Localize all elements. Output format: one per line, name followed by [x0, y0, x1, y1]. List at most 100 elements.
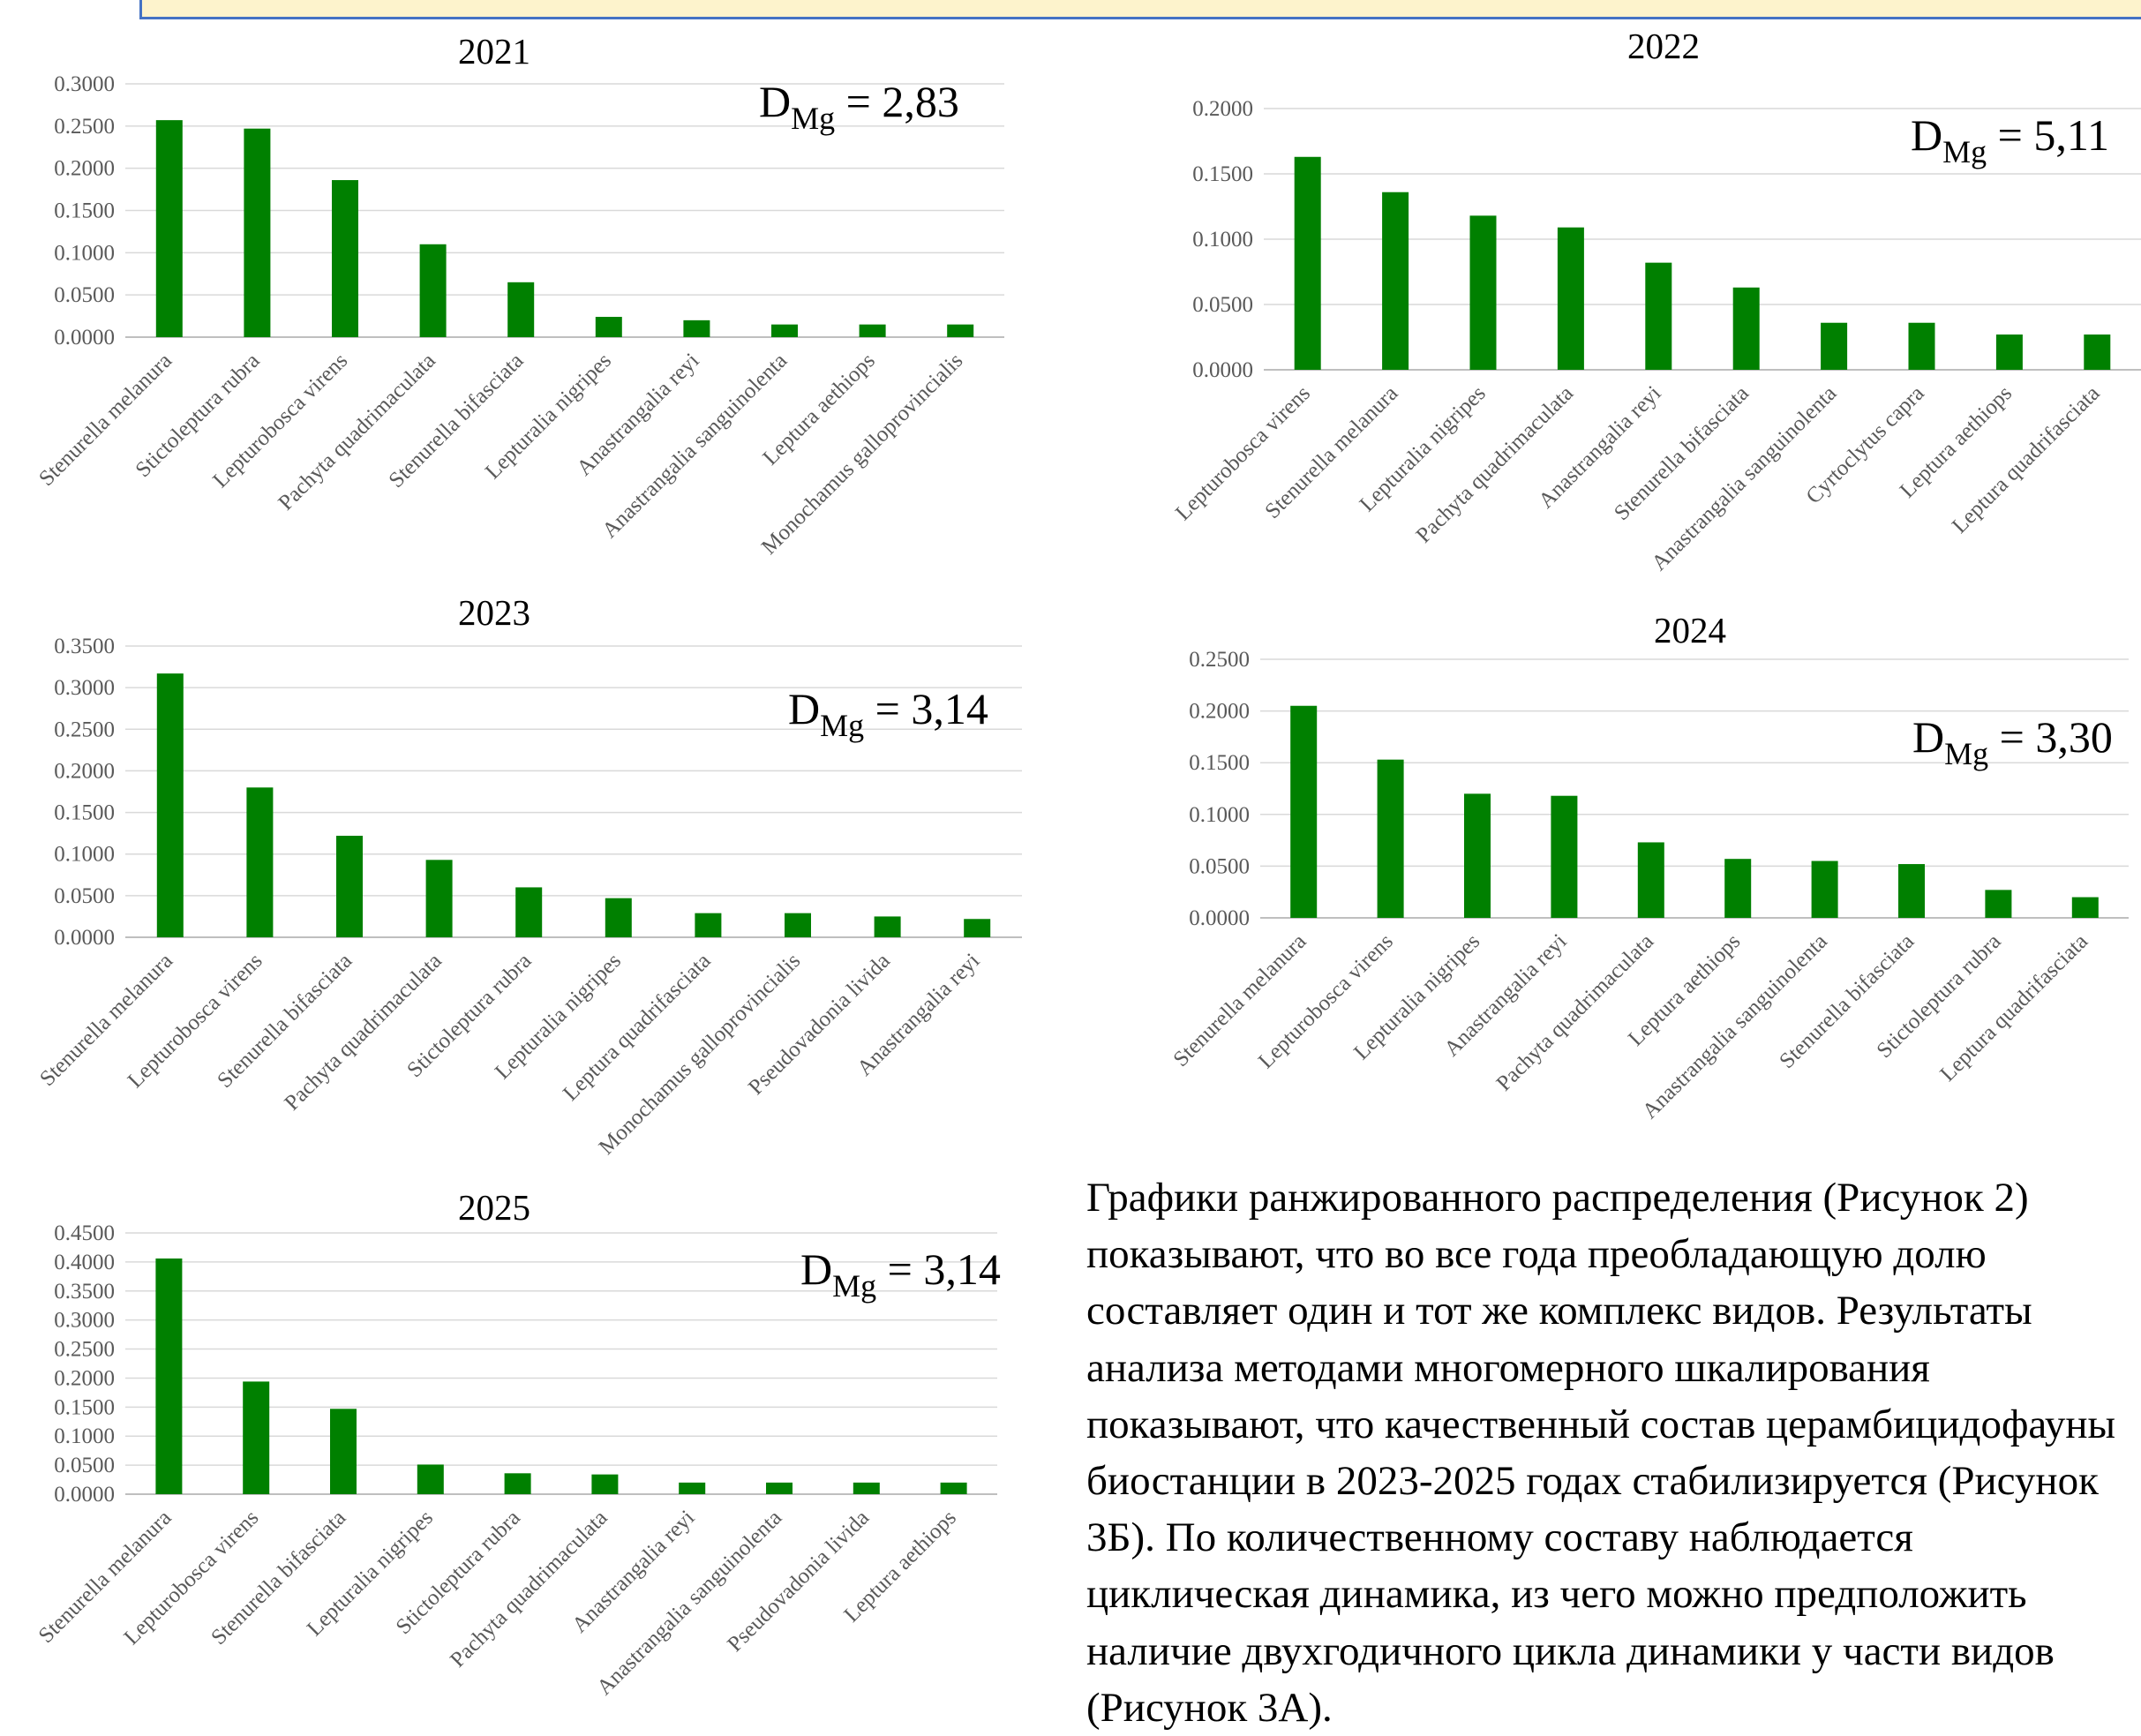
- y-tick-label: 0.2000: [54, 759, 115, 783]
- chart-title: 2021: [458, 31, 530, 71]
- y-tick-label: 0.2500: [54, 115, 115, 139]
- body-text: Графики ранжированного распределения (Ри…: [1086, 1175, 2116, 1731]
- y-tick-label: 0.0000: [54, 326, 115, 349]
- bar-pseudovadonia-livida: [874, 916, 901, 937]
- bar-stictoleptura-rubra: [1985, 890, 2012, 918]
- bar-anastrangalia-reyi: [683, 319, 710, 337]
- bar-stenurella-bifasciata: [330, 1409, 357, 1494]
- bar-lepturalia-nigripes: [605, 898, 632, 937]
- bar-lepturalia-nigripes: [595, 317, 622, 337]
- bar-stenurella-bifasciata: [336, 835, 363, 937]
- y-tick-label: 0.1500: [54, 199, 115, 223]
- chart-2025: 0.0000 0.0500 0.1000 0.1500 0.2000 0.2500 0.30…: [34, 1187, 1001, 1700]
- y-tick-label: 0.1500: [1189, 751, 1250, 775]
- category-label: Pachyta quadrimaculata: [1492, 929, 1658, 1095]
- chart-title: 2022: [1627, 26, 1700, 66]
- y-tick-label: 0.0500: [54, 283, 115, 307]
- bar-lepturobosca-virens: [332, 180, 358, 337]
- bar-stenurella-bifasciata: [507, 282, 535, 337]
- header-band: [139, 0, 2141, 19]
- category-label: Pachyta quadrimaculata: [280, 949, 446, 1115]
- y-tick-label: 0.2000: [54, 157, 115, 181]
- chart-2023: 0.0000 0.0500 0.1000 0.1500 0.2000 0.2500 0.30…: [35, 592, 1022, 1160]
- diversity-index-annotation: DMg = 3,14: [800, 1244, 1001, 1304]
- bar-stenurella-bifasciata: [1898, 864, 1925, 918]
- bar-anastrangalia-sanguinolenta: [1821, 322, 1848, 370]
- bar-lepturalia-nigripes: [417, 1464, 444, 1494]
- bar-anastrangalia-reyi: [679, 1482, 706, 1494]
- bar-pseudovadonia-livida: [853, 1482, 880, 1494]
- y-tick-label: 0.3500: [54, 1280, 115, 1304]
- y-tick-label: 0.0500: [54, 1454, 115, 1477]
- bar-stictoleptura-rubra: [504, 1473, 531, 1494]
- bar-stenurella-melanura: [156, 673, 184, 937]
- y-tick-label: 0.1000: [54, 1424, 115, 1448]
- bar-pachyta-quadrimaculata: [591, 1474, 619, 1494]
- bar-leptura-aethiops: [1724, 859, 1752, 918]
- bar-anastrangalia-reyi: [1551, 795, 1578, 918]
- bar-pachyta-quadrimaculata: [419, 244, 447, 337]
- bar-anastrangalia-sanguinolenta: [771, 324, 798, 337]
- y-tick-label: 0.3000: [54, 72, 115, 96]
- y-tick-label: 0.0500: [1192, 293, 1253, 317]
- y-tick-label: 0.1500: [1192, 162, 1253, 186]
- category-label: Leptura quadrifasciata: [1948, 381, 2105, 538]
- y-tick-label: 0.2500: [54, 718, 115, 741]
- diversity-index-annotation: DMg = 3,14: [788, 684, 988, 743]
- chart-2021: 0.0000 0.0500 0.1000 0.1500 0.2000 0.2500 0.30…: [34, 31, 1004, 560]
- bar-monochamus-galloprovincialis: [947, 324, 974, 337]
- bar-stenurella-melanura: [155, 1258, 183, 1494]
- bar-anastrangalia-sanguinolenta: [766, 1482, 793, 1494]
- bar-pachyta-quadrimaculata: [425, 860, 453, 937]
- diversity-index-annotation: DMg = 2,83: [759, 77, 959, 136]
- y-tick-label: 0.2000: [1192, 97, 1253, 121]
- bar-leptura-aethiops: [940, 1482, 967, 1494]
- bar-leptura-quadrifasciata: [695, 913, 722, 937]
- y-tick-label: 0.1000: [1189, 803, 1250, 827]
- bar-stictoleptura-rubra: [515, 887, 543, 937]
- bar-leptura-quadrifasciata: [2084, 334, 2111, 370]
- category-label: Leptura quadrifasciata: [559, 949, 716, 1106]
- y-tick-label: 0.3000: [54, 676, 115, 700]
- y-tick-label: 0.2500: [54, 1338, 115, 1362]
- y-tick-label: 0.2000: [54, 1366, 115, 1390]
- chart-title: 2025: [458, 1187, 530, 1228]
- category-label: Anastrangalia sanguinolenta: [1647, 381, 1841, 575]
- bar-anastrangalia-reyi: [964, 919, 991, 937]
- category-label: Pachyta quadrimaculata: [1412, 381, 1578, 547]
- y-tick-label: 0.4500: [54, 1221, 115, 1245]
- chart-2024: 0.0000 0.0500 0.1000 0.1500 0.2000 0.2500 2024…: [1168, 610, 2129, 1124]
- bar-pachyta-quadrimaculata: [1637, 842, 1664, 918]
- y-tick-label: 0.0500: [1189, 854, 1250, 878]
- y-tick-label: 0.1000: [1192, 228, 1253, 252]
- y-tick-label: 0.3500: [54, 635, 115, 658]
- bar-lepturobosca-virens: [1377, 759, 1404, 918]
- bar-lepturalia-nigripes: [1469, 215, 1497, 370]
- bar-leptura-quadrifasciata: [2071, 897, 2099, 918]
- bar-lepturobosca-virens: [246, 787, 274, 937]
- category-label: Pseudovadonia livida: [723, 1506, 874, 1657]
- bar-anastrangalia-sanguinolenta: [1811, 860, 1838, 918]
- bar-stictoleptura-rubra: [244, 128, 271, 337]
- bar-stenurella-bifasciata: [1732, 287, 1760, 370]
- category-label: Pachyta quadrimaculata: [446, 1506, 612, 1672]
- bar-lepturalia-nigripes: [1464, 793, 1491, 918]
- bar-lepturobosca-virens: [1294, 156, 1321, 370]
- bar-stenurella-melanura: [155, 120, 183, 337]
- bar-leptura-aethiops: [859, 324, 886, 337]
- y-tick-label: 0.0000: [1192, 358, 1253, 382]
- category-label: Anastrangalia sanguinolenta: [597, 349, 792, 543]
- bar-leptura-aethiops: [1995, 334, 2023, 370]
- y-tick-label: 0.2500: [1189, 648, 1250, 672]
- category-label: Leptura quadrifasciata: [1935, 929, 2092, 1086]
- y-tick-label: 0.1500: [54, 801, 115, 825]
- y-tick-label: 0.1000: [54, 843, 115, 867]
- category-label: Anastrangalia sanguinolenta: [1638, 929, 1832, 1124]
- y-tick-label: 0.4000: [54, 1251, 115, 1274]
- bar-monochamus-galloprovincialis: [785, 913, 811, 937]
- bar-cyrtoclytus-capra: [1908, 322, 1935, 370]
- y-tick-label: 0.3000: [54, 1309, 115, 1333]
- bar-anastrangalia-reyi: [1645, 262, 1672, 370]
- y-tick-label: 0.2000: [1189, 700, 1250, 724]
- category-label: Anastrangalia sanguinolenta: [592, 1506, 786, 1700]
